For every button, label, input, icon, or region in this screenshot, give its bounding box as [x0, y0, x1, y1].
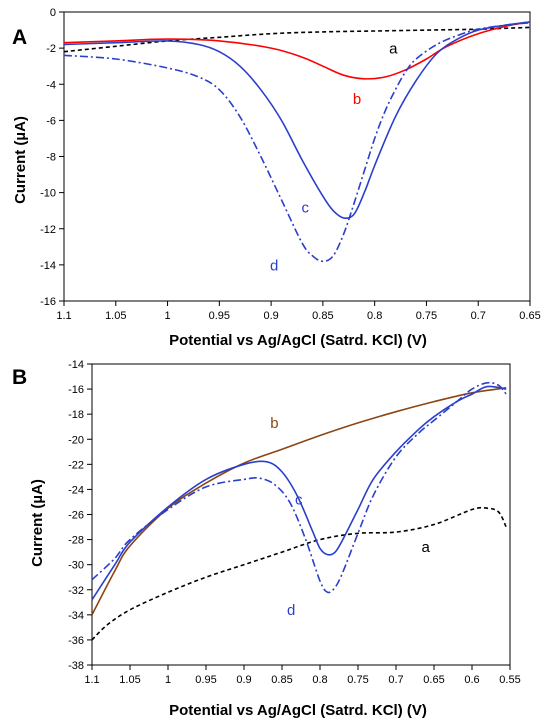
- y-tick-label: -22: [68, 459, 84, 471]
- y-tick-label: -14: [68, 359, 84, 371]
- series-line-a: [63, 26, 531, 53]
- x-tick-label: 0.55: [499, 674, 520, 686]
- x-tick-label: 0.8: [367, 310, 382, 322]
- x-tick-label: 1.05: [105, 310, 126, 322]
- y-tick-label: -18: [68, 409, 84, 421]
- y-tick-label: -4: [46, 79, 56, 91]
- y-tick-label: -16: [40, 296, 56, 308]
- y-tick-label: -16: [68, 384, 84, 396]
- x-tick-label: 0.7: [471, 310, 486, 322]
- y-tick-label: -10: [40, 188, 56, 200]
- y-tick-label: 0: [50, 7, 56, 19]
- x-tick-label: 0.95: [195, 674, 216, 686]
- y-tick-label: -20: [68, 434, 84, 446]
- y-tick-label: -14: [40, 260, 56, 272]
- x-tick-label: 1.05: [119, 674, 140, 686]
- x-tick-label: 1: [165, 674, 171, 686]
- chart-panel-a: A Current (µA) Potential vs Ag/AgCl (Sat…: [12, 7, 541, 349]
- y-tick-label: -30: [68, 560, 84, 572]
- x-tick-label: 1.1: [84, 674, 99, 686]
- panel-letter-a: A: [12, 26, 27, 49]
- y-tick-label: -32: [68, 585, 84, 597]
- y-tick-label: -8: [46, 152, 56, 164]
- y-tick-label: -2: [46, 43, 56, 55]
- y-axis-label-a: Current (µA): [12, 116, 29, 204]
- x-tick-label: 0.9: [263, 310, 278, 322]
- curve-label-d: d: [287, 602, 295, 619]
- x-tick-label: 0.75: [347, 674, 368, 686]
- curve-label-b: b: [270, 415, 278, 432]
- x-tick-label: 0.75: [416, 310, 437, 322]
- y-tick-label: -38: [68, 660, 84, 672]
- x-tick-label: 0.8: [312, 674, 327, 686]
- curve-label-b: b: [353, 91, 361, 108]
- series-line-b: [63, 21, 531, 80]
- curve-label-a: a: [389, 41, 398, 58]
- x-axis-label-a: Potential vs Ag/AgCl (Satrd. KCl) (V): [169, 332, 427, 349]
- x-tick-label: 0.95: [209, 310, 230, 322]
- series-line-a: [91, 506, 507, 641]
- series-line-b: [91, 387, 507, 616]
- x-tick-label: 0.9: [236, 674, 251, 686]
- y-tick-label: -24: [68, 484, 84, 496]
- x-tick-label: 0.85: [271, 674, 292, 686]
- x-tick-label: 1.1: [56, 310, 71, 322]
- y-tick-label: -26: [68, 510, 84, 522]
- x-axis-label-b: Potential vs Ag/AgCl (Satrd. KCl) (V): [169, 702, 427, 719]
- y-tick-label: -12: [40, 224, 56, 236]
- panel-letter-b: B: [12, 366, 27, 389]
- x-tick-label: 0.65: [519, 310, 540, 322]
- x-tick-label: 1: [164, 310, 170, 322]
- chart-panel-b: B Current (µA) Potential vs Ag/AgCl (Sat…: [12, 359, 521, 719]
- x-tick-label: 0.85: [312, 310, 333, 322]
- series-line-d: [63, 22, 531, 263]
- y-tick-label: -6: [46, 115, 56, 127]
- y-tick-label: -28: [68, 535, 84, 547]
- x-tick-label: 0.6: [464, 674, 479, 686]
- y-tick-label: -36: [68, 635, 84, 647]
- y-axis-label-b: Current (µA): [29, 479, 46, 567]
- x-tick-label: 0.7: [388, 674, 403, 686]
- series-line-d: [91, 381, 507, 594]
- curve-label-c: c: [302, 199, 310, 216]
- series-line-c: [63, 21, 531, 219]
- x-tick-label: 0.65: [423, 674, 444, 686]
- y-tick-label: -34: [68, 610, 84, 622]
- series-line-c: [91, 385, 507, 601]
- curve-label-d: d: [270, 257, 278, 274]
- curve-label-c: c: [295, 491, 303, 508]
- curve-label-a: a: [421, 539, 430, 556]
